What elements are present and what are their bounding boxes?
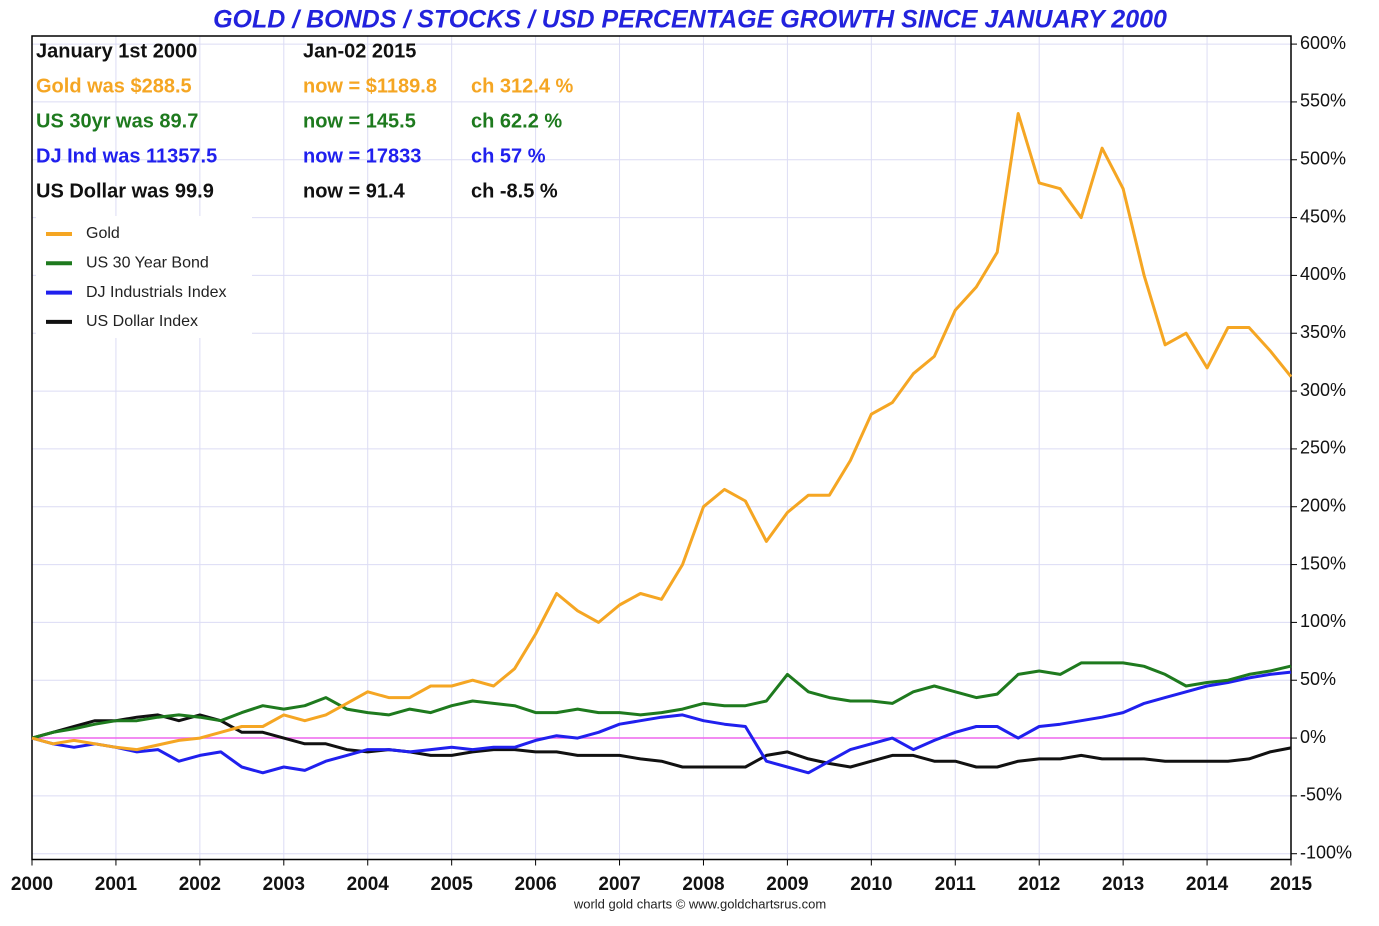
series-line: [31, 713, 1292, 769]
info-text: now = 91.4: [303, 180, 406, 202]
x-tick-label: 2001: [95, 874, 138, 895]
y-tick-label: 250%: [1300, 438, 1346, 458]
x-tick-label: 2010: [850, 874, 892, 895]
info-text: ch -8.5 %: [471, 180, 558, 202]
series-line: [31, 112, 1293, 752]
x-tick-label: 2012: [1018, 874, 1060, 895]
x-tick-label: 2007: [598, 874, 640, 895]
x-tick-label: 2013: [1102, 874, 1144, 895]
y-tick-label: 450%: [1300, 206, 1346, 226]
x-tick-label: 2014: [1186, 874, 1229, 895]
legend-label: DJ Industrials Index: [86, 284, 227, 301]
info-text: now = 17833: [303, 145, 421, 167]
info-text: ch 312.4 %: [471, 75, 574, 97]
y-tick-label: 600%: [1300, 33, 1346, 53]
x-tick-label: 2000: [11, 874, 53, 895]
x-tick-label: 2003: [263, 874, 305, 895]
legend-box: [36, 216, 252, 338]
legend-label: US Dollar Index: [86, 313, 198, 330]
y-tick-label: 350%: [1300, 322, 1346, 342]
info-text: Jan-02 2015: [303, 40, 416, 62]
info-text: DJ Ind was 11357.5: [36, 145, 217, 167]
series-line: [31, 670, 1292, 775]
y-tick-label: 300%: [1300, 380, 1346, 400]
x-tick-label: 2011: [935, 874, 977, 895]
y-tick-label: 0%: [1300, 727, 1326, 747]
y-tick-label: 400%: [1300, 264, 1346, 284]
legend-label: US 30 Year Bond: [86, 255, 209, 272]
x-tick-label: 2005: [431, 874, 474, 895]
source-note: world gold charts © www.goldchartsrus.co…: [573, 896, 826, 911]
info-text: now = $1189.8: [303, 75, 437, 97]
info-text: January 1st 2000: [36, 40, 197, 62]
x-tick-label: 2006: [514, 874, 556, 895]
y-tick-label: 500%: [1300, 149, 1346, 169]
y-tick-label: 50%: [1300, 669, 1336, 689]
y-tick-label: 550%: [1300, 91, 1346, 111]
info-text: US 30yr was 89.7: [36, 110, 198, 132]
y-tick-label: 200%: [1300, 495, 1346, 515]
x-tick-label: 2002: [179, 874, 221, 895]
chart-title: GOLD / BONDS / STOCKS / USD PERCENTAGE G…: [213, 6, 1167, 34]
x-tick-label: 2015: [1270, 874, 1313, 895]
legend-label: Gold: [86, 225, 120, 242]
info-text: Gold was $288.5: [36, 75, 192, 97]
y-tick-label: -100%: [1300, 842, 1352, 862]
y-tick-label: -50%: [1300, 785, 1342, 805]
info-text: ch 57 %: [471, 145, 546, 167]
info-text: now = 145.5: [303, 110, 416, 132]
info-text: ch 62.2 %: [471, 110, 562, 132]
info-text: US Dollar was 99.9: [36, 180, 214, 202]
plot-frame: [31, 35, 1292, 861]
x-tick-label: 2009: [766, 874, 808, 895]
x-tick-label: 2004: [347, 874, 390, 895]
x-tick-label: 2008: [682, 874, 724, 895]
y-tick-label: 150%: [1300, 553, 1346, 573]
y-tick-label: 100%: [1300, 611, 1346, 631]
series-line: [31, 661, 1292, 740]
